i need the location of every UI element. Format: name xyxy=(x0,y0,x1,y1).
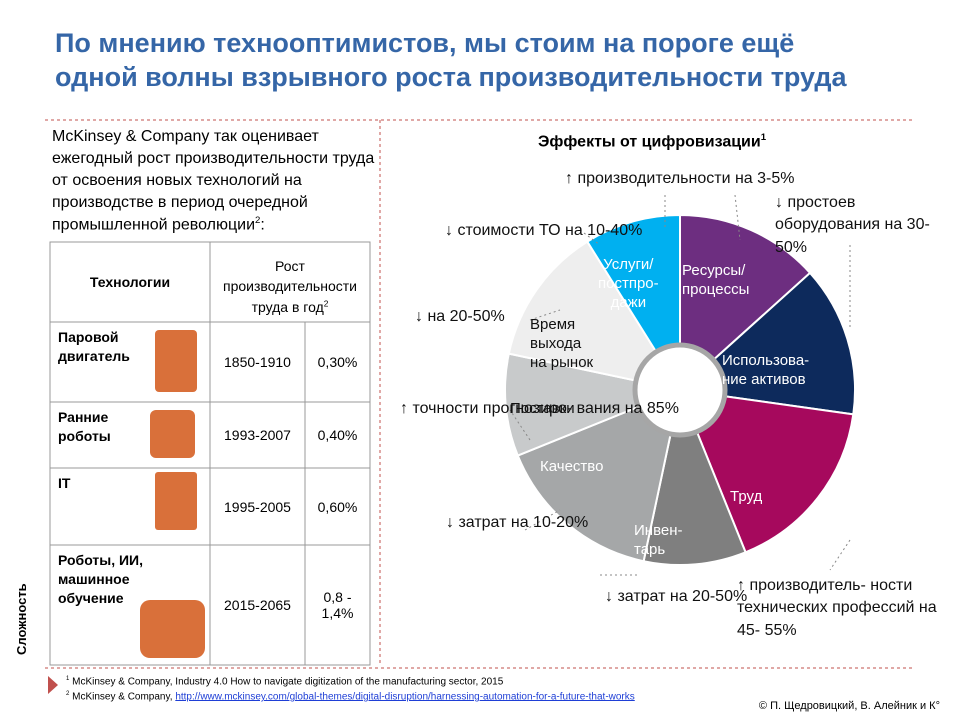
callout: ↓ затрат на 10-20% xyxy=(446,514,589,531)
footnote-link[interactable]: http://www.mckinsey.com/global-themes/di… xyxy=(175,691,635,703)
icons xyxy=(140,330,205,658)
callout: ↑ производитель- ности технических профе… xyxy=(737,577,937,639)
bullet xyxy=(48,676,58,694)
title-line: одной волны взрывного роста производител… xyxy=(55,62,847,92)
footnote-sup: 1 xyxy=(66,676,70,682)
segment-label: Время выхода на рынок xyxy=(530,316,594,371)
callout: ↓ на 20-50% xyxy=(415,308,505,325)
growth: 0,40% xyxy=(317,427,358,443)
footnote: 1 McKinsey & Company, Industry 4.0 How t… xyxy=(66,676,503,687)
tech-name: Ранние роботы xyxy=(58,409,111,444)
intro-text: McKinsey & Company так оценивает ежегодн… xyxy=(52,128,375,234)
segment xyxy=(507,240,683,392)
donut-hole xyxy=(632,342,728,438)
period: 1850-1910 xyxy=(224,354,291,370)
callout: ↓ простоев оборудования на 30-50% xyxy=(775,194,930,256)
footnote-sup: 2 xyxy=(66,691,70,697)
tech-name: Паровой двигатель xyxy=(58,329,130,364)
segment-label: Поставки xyxy=(510,400,575,417)
segment xyxy=(678,388,855,554)
segment xyxy=(504,352,684,457)
growth: 0,8 - 1,4% xyxy=(321,589,354,621)
intro: McKinsey & Company так оценивает ежегодн… xyxy=(52,126,382,237)
segment xyxy=(516,388,682,563)
header-text: Рост производительности труда в год xyxy=(223,258,357,315)
header-sup: 2 xyxy=(323,297,329,308)
callout: ↑ точности прогнозиро- вания на 85% xyxy=(400,400,679,417)
segment xyxy=(585,213,681,394)
segment xyxy=(642,386,747,566)
callout: ↑ производительности на 3-5% xyxy=(565,170,795,187)
segment-label: Труд xyxy=(730,488,763,505)
diagram-title: Эффекты от цифровизации1 xyxy=(538,132,766,151)
intro-sup: 2 xyxy=(255,215,261,227)
growth: 0,60% xyxy=(317,498,358,515)
callout: ↓ затрат на 20-50% xyxy=(605,588,748,605)
footnote: 2 McKinsey & Company, http://www.mckinse… xyxy=(66,691,635,702)
title-line: По мнению технооптимистов, мы стоим на п… xyxy=(55,28,795,58)
tech-name: Роботы, ИИ, машинное обучение xyxy=(58,552,143,606)
callout: ↓ стоимости ТО на 10-40% xyxy=(445,222,643,239)
segment-label: Ресурсы/ процессы xyxy=(682,262,750,298)
tech-name: IT xyxy=(58,475,71,491)
table-header: Рост производительности труда в год2 xyxy=(210,242,370,322)
period: 1993-2007 xyxy=(224,427,291,443)
table-header: Технологии xyxy=(89,274,171,290)
table-grid xyxy=(49,241,371,666)
diagram-title-sup: 1 xyxy=(760,132,767,143)
footnote-text: McKinsey & Company, xyxy=(72,691,176,703)
segment-label: Качество xyxy=(540,458,604,475)
axis-label: Сложность xyxy=(14,583,29,655)
period: 2015-2065 xyxy=(224,597,291,613)
segment xyxy=(679,213,812,393)
segment-label: Услуги/ постпро- дажи xyxy=(598,256,659,311)
segment-label: Инвен- тарь xyxy=(634,522,683,558)
period: 1995-2005 xyxy=(224,498,291,515)
intro-tail: : xyxy=(260,216,265,234)
leader-lines xyxy=(509,194,851,576)
segment-label: Использова- ние активов xyxy=(722,352,810,388)
footnote-text: McKinsey & Company, Industry 4.0 How to … xyxy=(72,676,504,688)
donut xyxy=(504,213,856,566)
diagram-title-text: Эффекты от цифровизации xyxy=(538,133,761,151)
growth: 0,30% xyxy=(317,354,358,370)
copyright: © П. Щедровицкий, В. Алейник и К° xyxy=(758,700,940,712)
